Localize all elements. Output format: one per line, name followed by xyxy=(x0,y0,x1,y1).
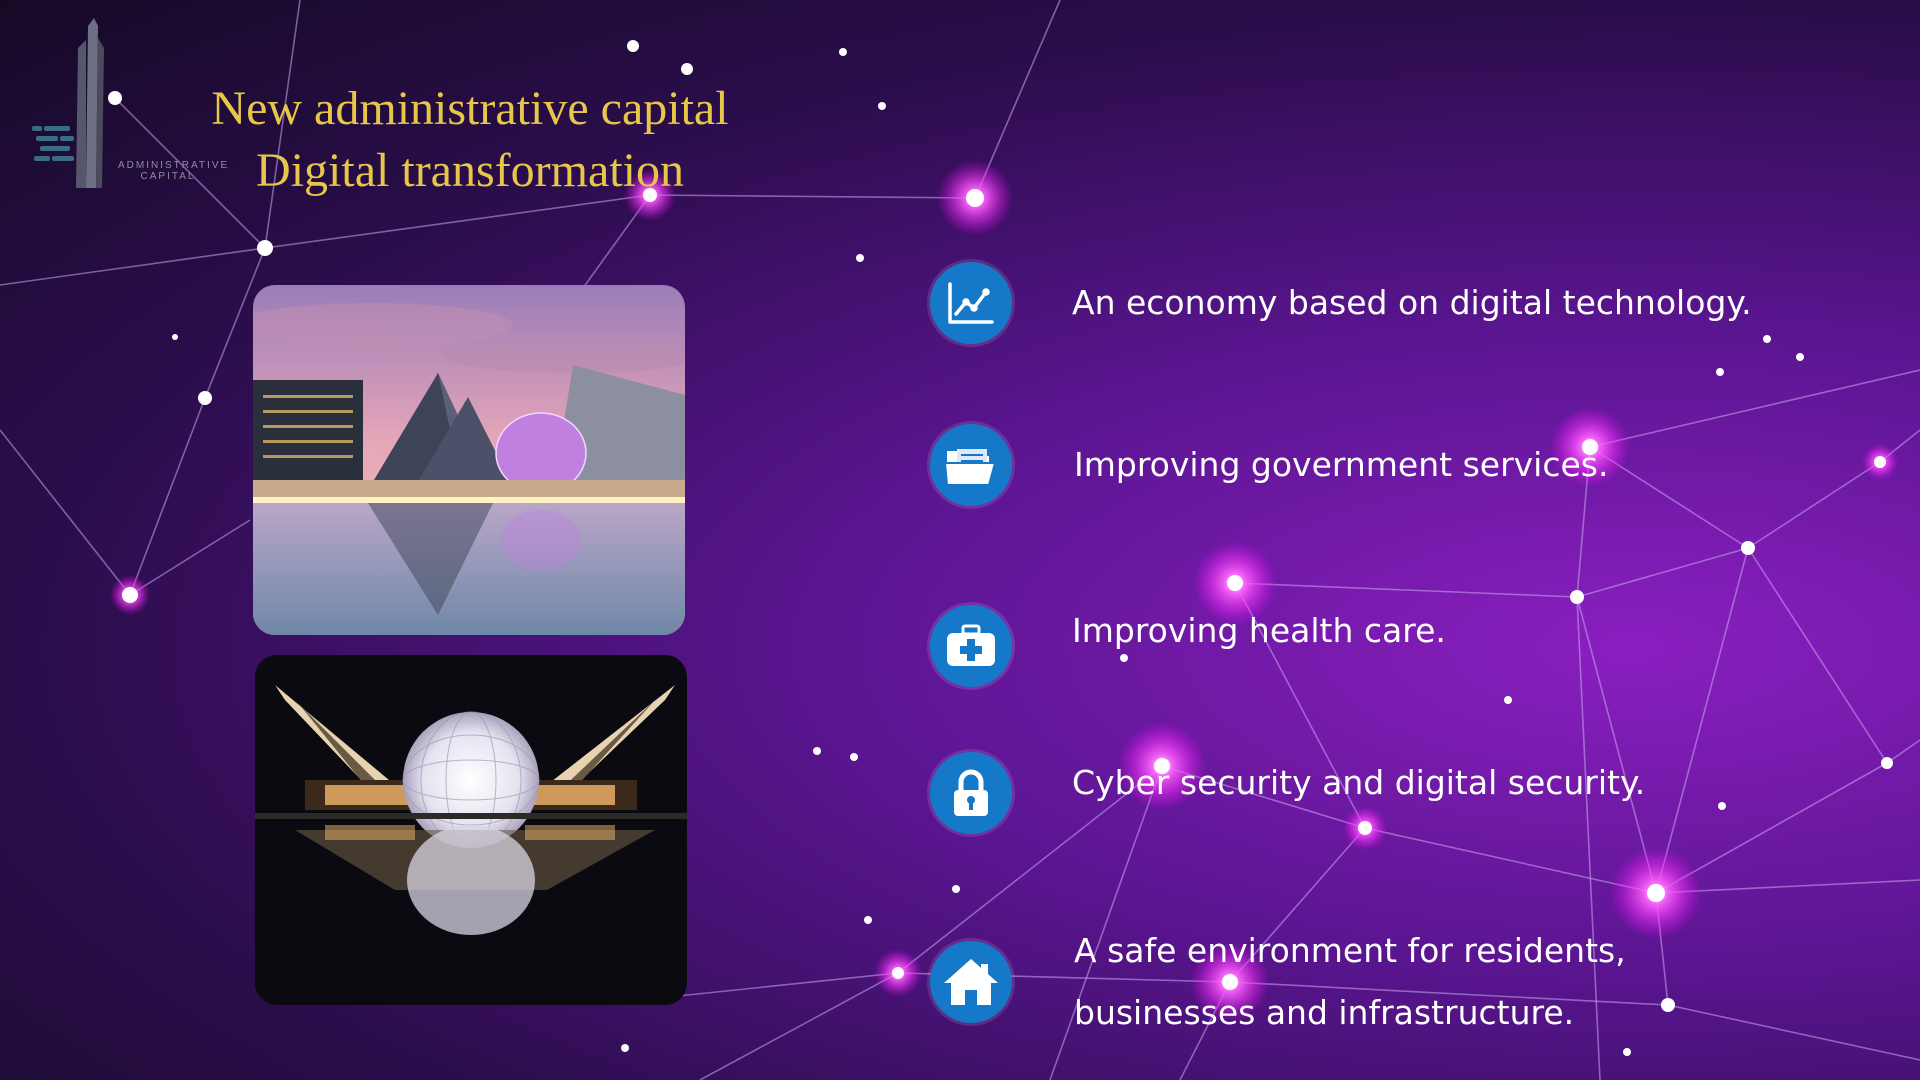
list-item: A safe environment for residents, busine… xyxy=(930,920,1626,1044)
title-line-2: Digital transformation xyxy=(256,144,684,197)
chart-icon xyxy=(930,262,1012,344)
item-label-line-1: A safe environment for residents, xyxy=(1074,931,1626,970)
item-label: Improving health care. xyxy=(1072,611,1446,650)
administrative-capital-logo xyxy=(32,18,104,188)
list-item: Cyber security and digital security. xyxy=(930,752,1645,834)
item-label: A safe environment for residents, busine… xyxy=(1074,920,1626,1044)
item-label: Improving government services. xyxy=(1074,445,1609,484)
house-icon xyxy=(930,941,1012,1023)
folder-icon xyxy=(930,424,1012,506)
photo-pyramids-dome-day xyxy=(253,285,685,635)
list-item: Improving government services. xyxy=(930,424,1608,506)
item-label: Cyber security and digital security. xyxy=(1072,763,1646,802)
logo-text: ADMINISTRATIVE CAPITAL xyxy=(118,160,230,182)
medical-kit-icon xyxy=(930,605,1012,687)
list-item: An economy based on digital technology. xyxy=(930,262,1752,344)
page-title: New administrative capital Digital trans… xyxy=(150,78,790,202)
lock-icon xyxy=(930,752,1012,834)
item-label: An economy based on digital technology. xyxy=(1072,283,1752,322)
photo-dome-night xyxy=(255,655,687,1005)
item-label-line-2: businesses and infrastructure. xyxy=(1074,993,1575,1032)
list-item: Improving health care. xyxy=(930,605,1446,687)
title-line-1: New administrative capital xyxy=(211,82,729,135)
